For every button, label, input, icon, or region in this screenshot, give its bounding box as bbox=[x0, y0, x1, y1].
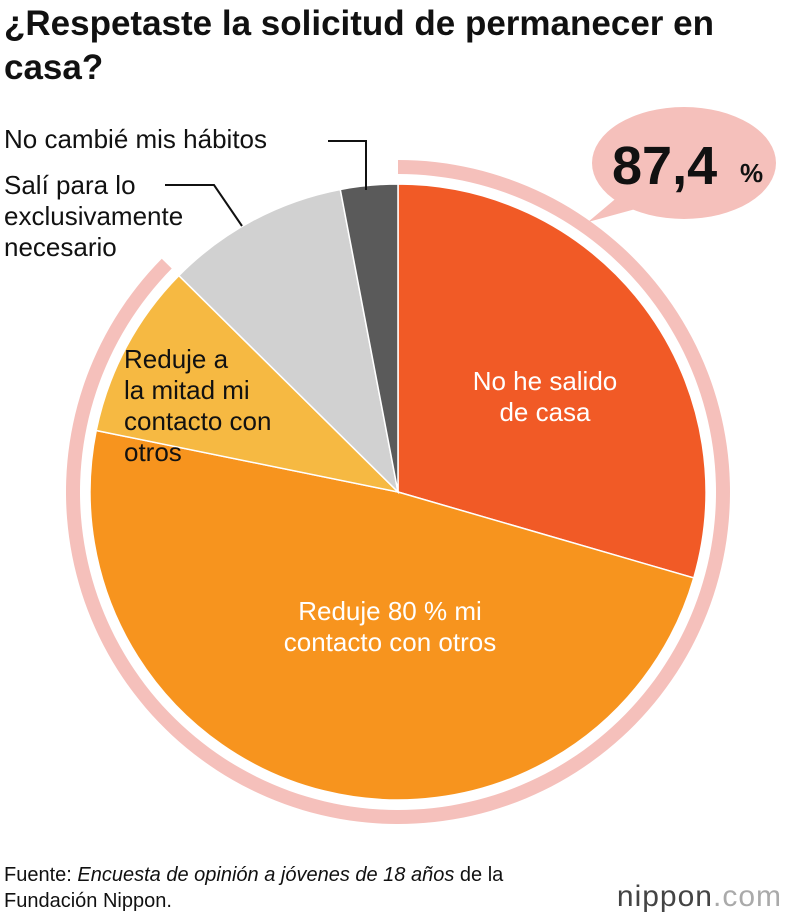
source-prefix: Fuente: bbox=[4, 864, 72, 886]
slice-label: Reduje 80 % mi contacto con otros bbox=[283, 596, 497, 657]
slice-label: No he salido de casa bbox=[472, 366, 618, 427]
source-title: Encuesta de opinión a jóvenes de 18 años bbox=[77, 864, 455, 886]
pie-slice bbox=[95, 274, 401, 494]
slice-label: Salí para lo exclusivamente necesario bbox=[4, 170, 184, 262]
source: Fuente: Encuesta de opinión a jóvenes de… bbox=[4, 862, 524, 914]
pie-slice bbox=[397, 183, 707, 579]
callout-label: 87,4 bbox=[612, 136, 717, 196]
logo-name: nippon bbox=[616, 880, 713, 913]
logo-domain: .com bbox=[712, 880, 782, 913]
callout-unit: % bbox=[740, 158, 763, 188]
slice-label: Reduje a la mitad mi contacto con otros bbox=[124, 344, 272, 467]
callout-bubble bbox=[592, 107, 776, 219]
leader-line bbox=[328, 140, 367, 190]
pie-slice bbox=[177, 188, 400, 495]
slice-label: No cambié mis hábitos bbox=[4, 124, 267, 154]
leader-line bbox=[165, 184, 243, 227]
logo: nippon.com bbox=[617, 880, 782, 914]
pie-slice bbox=[89, 429, 695, 801]
chart-title: ¿Respetaste la solicitud de permanecer e… bbox=[4, 4, 714, 87]
source-suffix: de la Fundación Nippon. bbox=[4, 864, 504, 912]
pie-slice bbox=[339, 183, 399, 493]
